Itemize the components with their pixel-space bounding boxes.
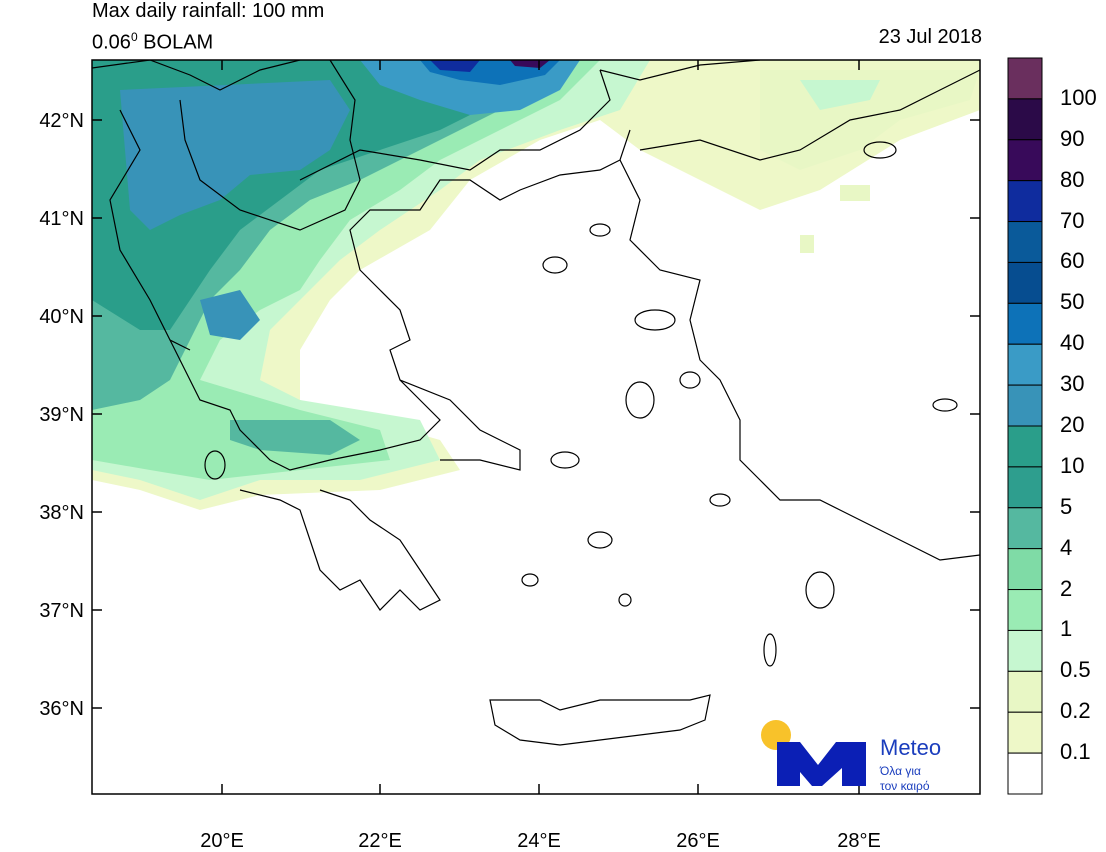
colorbar-label: 30 [1060, 371, 1085, 397]
colorbar-label: 5 [1060, 493, 1073, 519]
lon-label-24: 24°E [517, 830, 561, 852]
map-title: Max daily rainfall: 100 mm [92, 0, 325, 22]
lat-ticks [92, 119, 980, 709]
colorbar-box [1007, 629, 1043, 672]
colorbar-box [1007, 507, 1043, 550]
colorbar-box [1007, 384, 1043, 427]
colorbar-box [1007, 466, 1043, 509]
colorbar [1007, 57, 1043, 795]
model-label: 0.060 BOLAM [92, 26, 213, 54]
colorbar-label: 40 [1060, 330, 1085, 356]
colorbar-label: 10 [1060, 452, 1085, 478]
lat-label-36: 36°N [39, 698, 84, 720]
colorbar-box [1007, 589, 1043, 631]
colorbar-label: 50 [1060, 289, 1085, 315]
colorbar-box [1007, 670, 1043, 713]
colorbar-box [1007, 302, 1043, 345]
model-name: BOLAM [137, 31, 214, 54]
logo-tagline-line2: τον καιρό [880, 779, 930, 793]
colorbar-label: 0.5 [1060, 657, 1091, 683]
lat-label-39: 39°N [39, 404, 84, 426]
map-frame [91, 59, 981, 795]
colorbar-box [1007, 98, 1043, 141]
colorbar-box [1007, 261, 1043, 304]
lon-label-28: 28°E [837, 830, 881, 852]
lon-label-20: 20°E [200, 830, 244, 852]
colorbar-box [1007, 752, 1043, 795]
colorbar-label: 100 [1060, 84, 1097, 110]
colorbar-label: 80 [1060, 166, 1085, 192]
lat-label-42: 42°N [39, 110, 84, 132]
colorbar-box [1007, 711, 1043, 754]
lon-ticks [221, 60, 860, 794]
degree-sup: 0 [130, 30, 138, 44]
colorbar-box [1007, 425, 1043, 468]
colorbar-label: 70 [1060, 207, 1085, 233]
colorbar-box [1007, 180, 1043, 223]
colorbar-label: 60 [1060, 248, 1085, 274]
meteo-logo [761, 720, 866, 786]
logo-name: Meteo [880, 735, 942, 760]
colorbar-box [1007, 221, 1043, 263]
colorbar-label: 1 [1060, 616, 1073, 642]
colorbar-label: 2 [1060, 575, 1073, 601]
colorbar-label: 0.2 [1060, 698, 1091, 724]
resolution-value: 0.06 [92, 31, 131, 54]
m-mark-icon [777, 742, 866, 786]
lat-label-41: 41°N [39, 208, 84, 230]
lon-label-22: 22°E [358, 830, 402, 852]
colorbar-label: 90 [1060, 125, 1085, 151]
colorbar-box [1007, 57, 1043, 100]
colorbar-box [1007, 548, 1043, 591]
logo-tagline: Όλα για τον καιρό [880, 764, 930, 794]
colorbar-label: 0.1 [1060, 739, 1091, 765]
forecast-date: 23 Jul 2018 [878, 26, 982, 48]
colorbar-box [1007, 343, 1043, 386]
colorbar-label: 4 [1060, 534, 1073, 560]
colorbar-box [1007, 139, 1043, 182]
coastlines [92, 60, 980, 746]
rainfall-field [92, 60, 980, 794]
lon-label-26: 26°E [676, 830, 720, 852]
colorbar-label: 20 [1060, 412, 1085, 437]
logo-tagline-line1: Όλα για [880, 764, 921, 778]
lat-label-38: 38°N [39, 502, 84, 524]
lat-label-37: 37°N [39, 600, 84, 622]
lat-label-40: 40°N [39, 306, 84, 328]
